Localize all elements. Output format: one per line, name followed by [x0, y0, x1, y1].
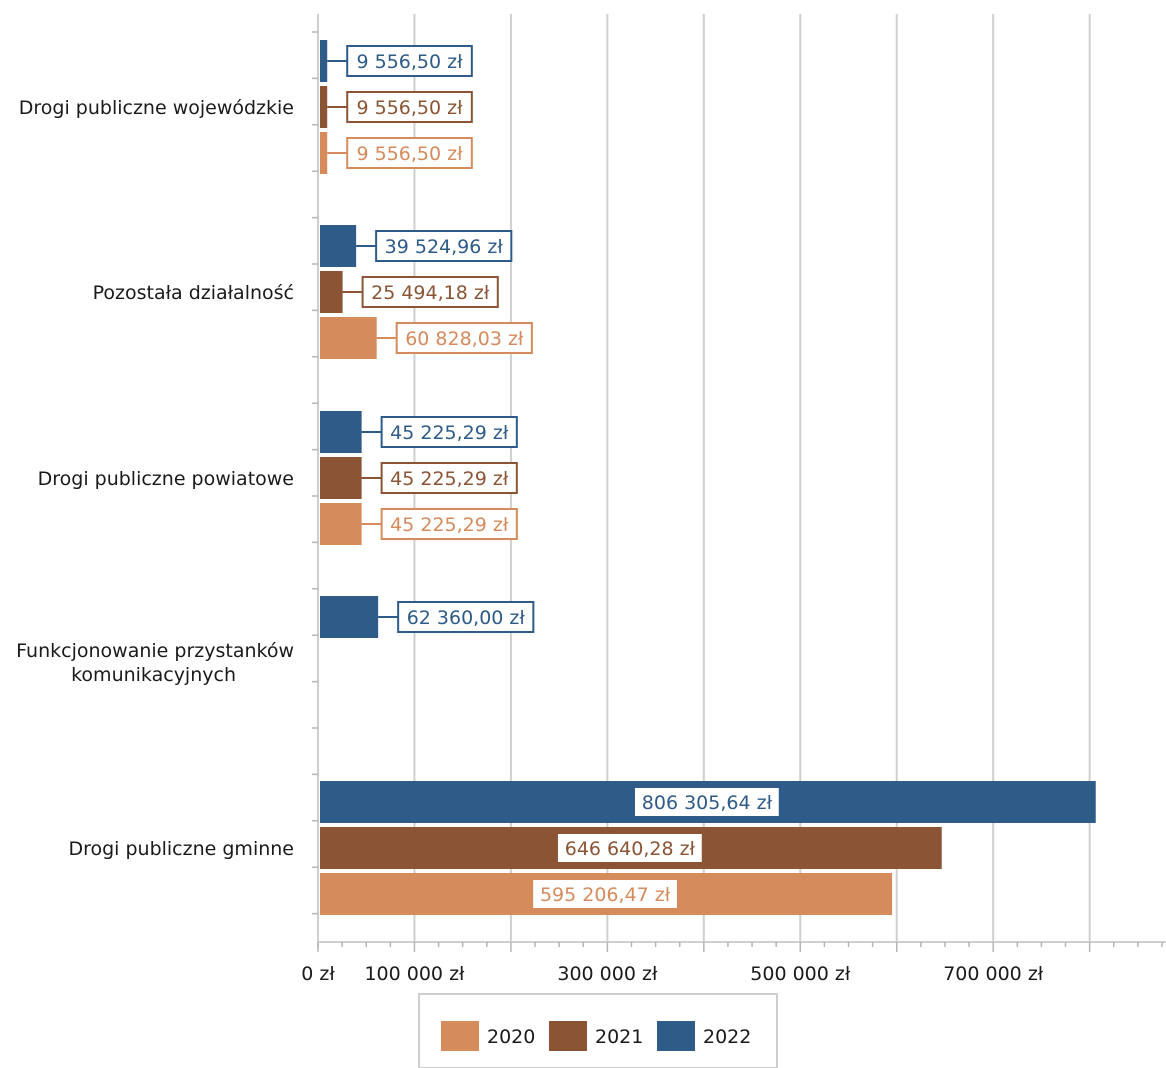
legend-label: 2020 — [487, 1026, 535, 1048]
data-label-box — [346, 91, 473, 123]
x-tick-label: 0 zł — [301, 963, 335, 985]
x-tick-label: 100 000 zł — [364, 963, 465, 985]
data-label: 806 305,64 zł — [642, 792, 773, 814]
data-label-box — [395, 322, 533, 354]
category-label: Pozostała działalność — [93, 282, 294, 304]
data-label-box — [397, 601, 535, 633]
bar-2020 — [320, 503, 362, 545]
bar-2022 — [320, 225, 357, 267]
x-tick-label: 300 000 zł — [557, 963, 658, 985]
data-label-box — [346, 137, 473, 169]
x-tick-label: 500 000 zł — [750, 963, 851, 985]
legend-swatch-2022 — [657, 1021, 695, 1051]
data-label: 45 225,29 zł — [390, 422, 509, 444]
data-label: 39 524,96 zł — [385, 236, 504, 258]
data-label: 9 556,50 zł — [357, 51, 464, 73]
x-tick-label: 700 000 zł — [943, 963, 1044, 985]
bar-2021 — [320, 86, 328, 128]
bar-2022 — [320, 411, 362, 453]
data-label: 595 206,47 zł — [540, 884, 671, 906]
data-label-box — [375, 230, 513, 262]
category-label: Drogi publiczne wojewódzkie — [19, 97, 294, 119]
data-label-box — [531, 878, 679, 910]
data-label: 646 640,28 zł — [565, 838, 696, 860]
bar-2022 — [320, 596, 379, 638]
data-label: 45 225,29 zł — [390, 468, 509, 490]
data-label-box — [380, 462, 518, 494]
legend-label: 2021 — [595, 1026, 643, 1048]
data-label-box — [632, 786, 781, 818]
bar-2021 — [320, 457, 362, 499]
data-label: 60 828,03 zł — [405, 328, 524, 350]
data-label-box — [380, 508, 518, 540]
data-label: 9 556,50 zł — [357, 97, 464, 119]
legend-label: 2022 — [703, 1026, 751, 1048]
data-label-box — [380, 416, 518, 448]
data-label-box — [361, 276, 499, 308]
bar-2020 — [320, 317, 377, 359]
category-label: Drogi publiczne powiatowe — [38, 468, 294, 490]
data-label: 25 494,18 zł — [371, 282, 490, 304]
category-label: Drogi publiczne gminne — [68, 838, 294, 860]
bar-2020 — [320, 132, 328, 174]
category-label: Funkcjonowanie przystanków — [16, 640, 294, 662]
data-label: 62 360,00 zł — [407, 607, 526, 629]
bar-2021 — [320, 271, 343, 313]
legend-swatch-2020 — [441, 1021, 479, 1051]
data-label: 45 225,29 zł — [390, 514, 509, 536]
category-label-line2: komunikacyjnych — [71, 664, 236, 686]
data-label-box — [346, 45, 473, 77]
data-label: 9 556,50 zł — [357, 143, 464, 165]
bar-2022 — [320, 40, 328, 82]
data-label-box — [555, 832, 704, 864]
legend-swatch-2021 — [549, 1021, 587, 1051]
